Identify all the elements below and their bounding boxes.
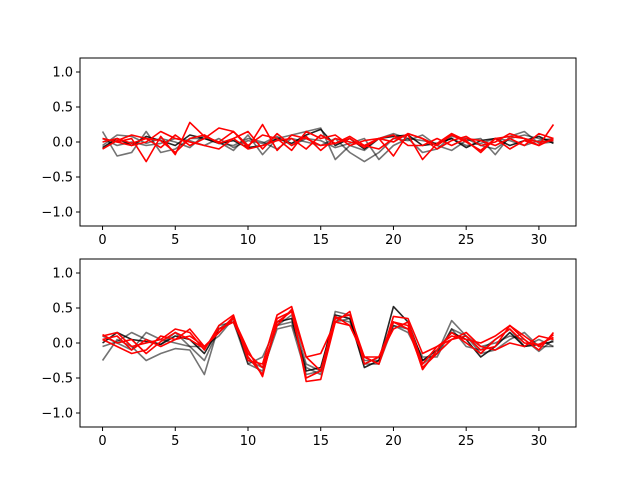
y-tick-label: 0.0 — [52, 136, 73, 151]
x-tick-label: 10 — [240, 233, 257, 248]
bottom-subplot: 0 5 10 15 20 25 30 −1.0 −0.5 0.0 0.5 1.0 — [41, 258, 577, 449]
y-tick-label: 1.0 — [52, 267, 73, 282]
series-line-5 — [102, 305, 555, 365]
series-group — [101, 121, 555, 163]
series-line-8 — [102, 310, 554, 378]
x-tick-label: 5 — [171, 434, 179, 449]
y-tick-label: 0.5 — [52, 302, 73, 317]
x-tick-label: 0 — [98, 233, 106, 248]
x-tick-label: 5 — [171, 233, 179, 248]
x-tick-label: 20 — [385, 233, 402, 248]
x-tick-label: 20 — [385, 434, 402, 449]
x-tick-label: 0 — [98, 434, 106, 449]
y-tick-label: −0.5 — [41, 372, 73, 387]
x-tick-label: 15 — [312, 233, 329, 248]
series-line-7 — [102, 130, 554, 154]
x-tick-label: 10 — [240, 434, 257, 449]
y-tick-label: −1.0 — [41, 206, 73, 221]
top-subplot: 0 5 10 15 20 25 30 −1.0 −0.5 0.0 0.5 1.0 — [41, 57, 577, 248]
y-tick-label: −0.5 — [41, 171, 73, 186]
x-tick-label: 30 — [531, 434, 548, 449]
series-line-6 — [102, 127, 554, 157]
x-tick-label: 25 — [458, 233, 475, 248]
y-tick-label: 0.5 — [52, 101, 73, 116]
y-tick-label: 0.0 — [52, 337, 73, 352]
series-line-7 — [102, 308, 554, 383]
y-tick-label: −1.0 — [41, 407, 73, 422]
x-tick-label: 30 — [531, 233, 548, 248]
x-tick-label: 25 — [458, 434, 475, 449]
x-tick-label: 15 — [312, 434, 329, 449]
y-tick-label: 1.0 — [52, 66, 73, 81]
series-group — [101, 305, 555, 383]
series-line-3 — [102, 130, 554, 163]
series-line-8 — [102, 130, 554, 150]
